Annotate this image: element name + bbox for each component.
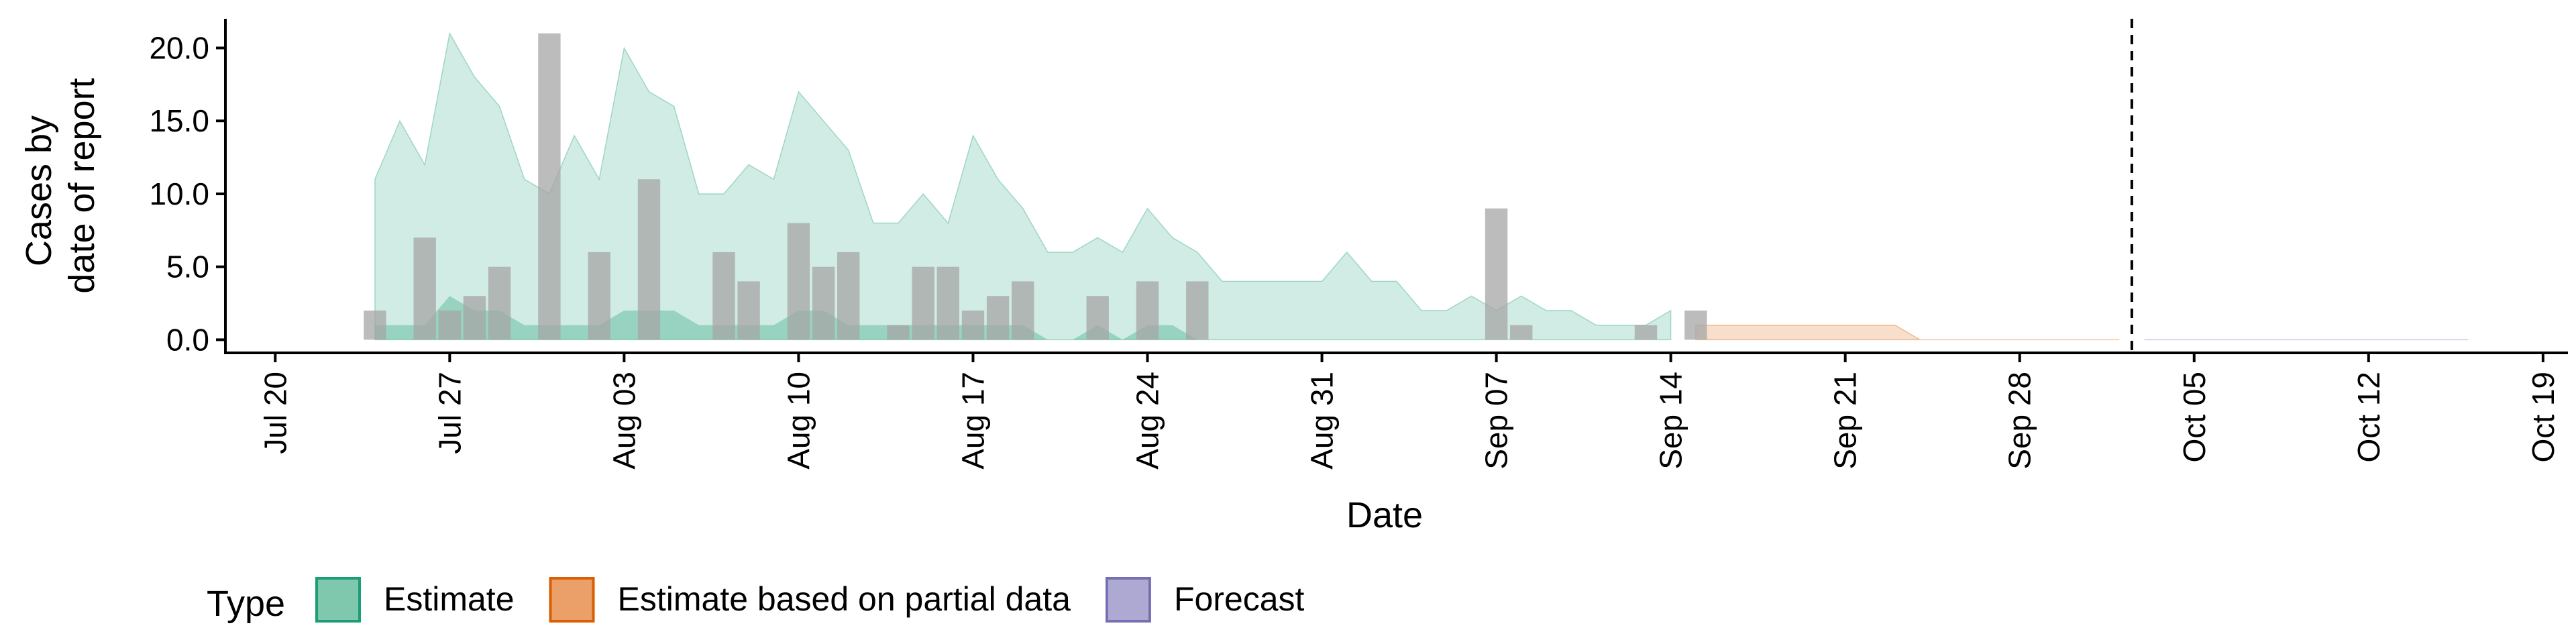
estimate-bands (374, 32, 2469, 341)
case-bar (438, 310, 461, 340)
x-tick-label: Jul 27 (432, 372, 467, 454)
y-axis-title: Cases by date of report (19, 78, 102, 293)
legend-swatch (1105, 577, 1151, 623)
case-bar (887, 325, 910, 340)
case-bar (837, 252, 860, 340)
x-tick-label: Jul 20 (258, 372, 292, 454)
band-inner-0 (374, 296, 1671, 340)
x-tick-label: Oct 05 (2177, 372, 2212, 463)
y-tick-label: 5.0 (166, 250, 209, 284)
case-bar (812, 266, 835, 340)
case-bar (364, 310, 386, 340)
case-bar (1485, 208, 1508, 340)
legend-label: Forecast (1174, 580, 1305, 618)
case-bar (413, 237, 436, 340)
case-bar (1684, 310, 1707, 340)
case-bar (637, 179, 661, 340)
x-tick-label: Sep 07 (1479, 372, 1514, 470)
case-bar (1510, 325, 1533, 340)
x-axis-ticks: Jul 20 Jul 27 Aug 03 Aug 10 Aug 17 Aug 24 Aug … (258, 353, 2561, 470)
case-bar (588, 252, 610, 340)
band-outer-1 (1695, 324, 2120, 341)
case-bar (488, 266, 511, 340)
case-bar (1186, 281, 1209, 340)
legend-label: Estimate (384, 580, 515, 618)
case-bar (538, 33, 561, 340)
x-tick-label: Aug 17 (955, 372, 990, 470)
case-bar (712, 252, 735, 340)
x-axis-title: Date (1346, 495, 1423, 535)
axes: 0.0 5.0 10.0 15.0 20.0 Jul 20 Jul 27 Aug 03 Aug… (149, 19, 2568, 470)
x-tick-label: Aug 03 (606, 372, 641, 470)
y-axis-ticks: 0.0 5.0 10.0 15.0 20.0 (149, 30, 225, 357)
case-bar (787, 223, 810, 340)
case-bar (737, 281, 760, 340)
legend-label: Estimate based on partial data (618, 580, 1071, 618)
x-tick-label: Aug 31 (1305, 372, 1340, 470)
x-tick-label: Sep 28 (2002, 372, 2037, 470)
x-tick-label: Oct 12 (2351, 372, 2386, 463)
legend: Type Estimate Estimate based on partial d… (207, 577, 1305, 624)
reported-case-bars (364, 33, 1707, 340)
case-bar (1012, 281, 1034, 340)
y-tick-label: 0.0 (166, 322, 209, 357)
case-bar (912, 266, 934, 340)
y-tick-label: 15.0 (149, 103, 209, 138)
legend-swatch (549, 577, 595, 623)
y-axis-title-line-1: Cases by (19, 115, 59, 266)
x-tick-label: Aug 24 (1130, 372, 1165, 470)
case-bar (986, 296, 1010, 340)
x-tick-label: Sep 21 (1828, 372, 1863, 470)
case-bar (1634, 325, 1658, 340)
legend-items: Estimate Estimate based on partial data Fo… (315, 577, 1305, 623)
y-axis-title-line-2: date of report (62, 78, 102, 293)
case-bar (463, 296, 486, 340)
y-tick-label: 10.0 (149, 176, 209, 211)
legend-swatch (315, 577, 361, 623)
case-bar (1086, 296, 1109, 340)
case-bar (936, 266, 959, 340)
case-bar (1136, 281, 1159, 340)
x-tick-label: Sep 14 (1654, 372, 1688, 470)
y-tick-label: 20.0 (149, 30, 209, 65)
case-bar (961, 310, 985, 340)
legend-title: Type (207, 584, 285, 624)
x-tick-label: Aug 10 (781, 372, 816, 470)
x-tick-label: Oct 19 (2526, 372, 2561, 463)
